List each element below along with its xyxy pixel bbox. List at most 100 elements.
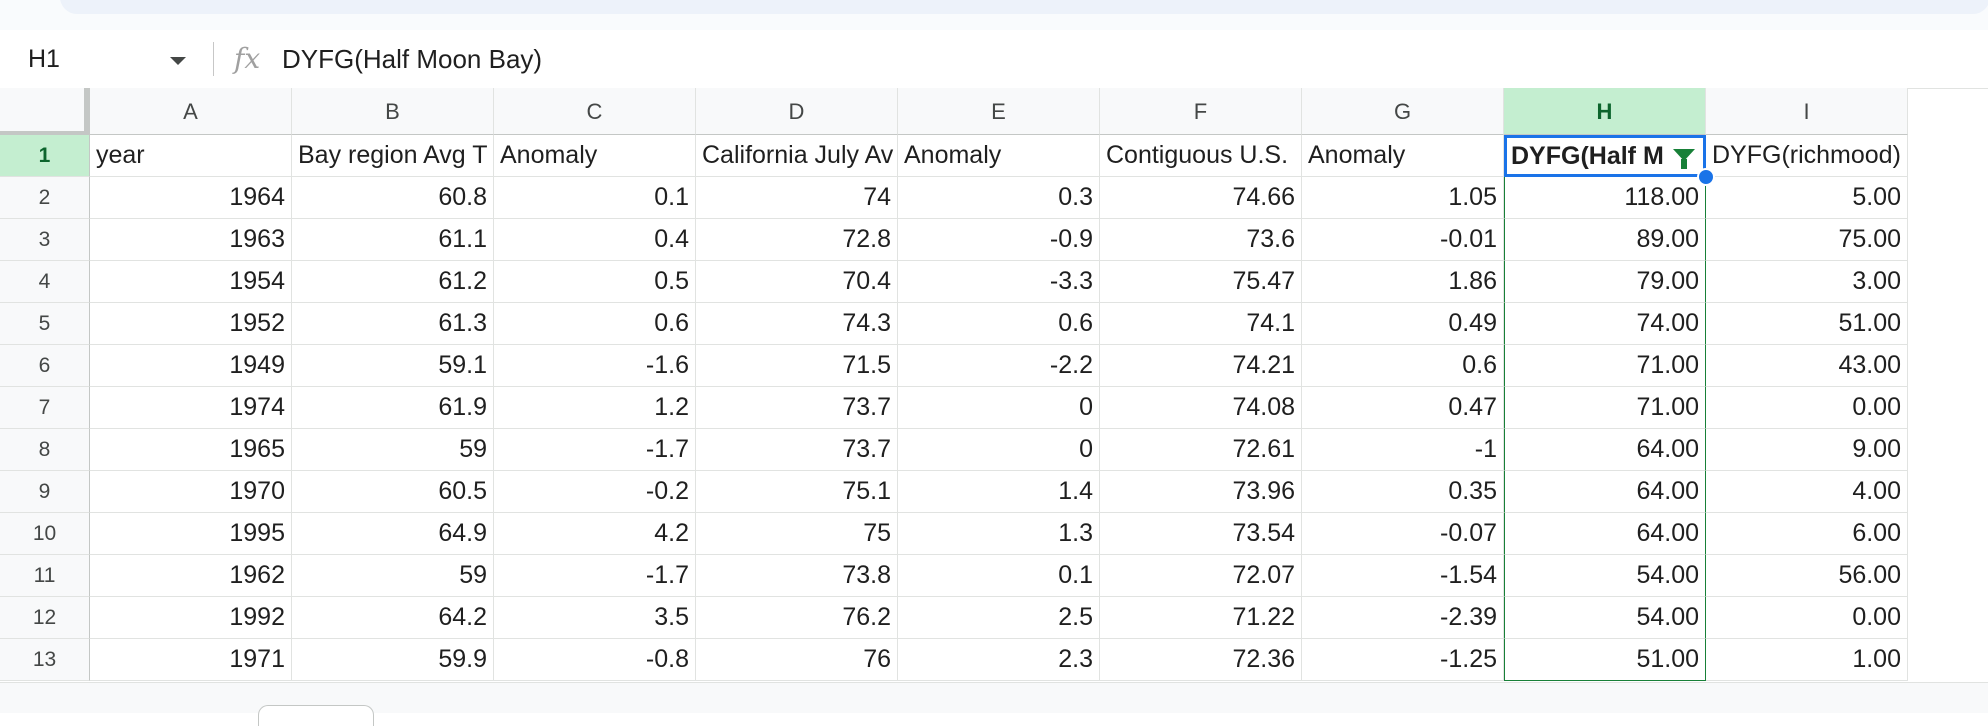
table-cell[interactable]: 6.00 — [1706, 513, 1908, 555]
header-cell[interactable]: Anomaly — [898, 135, 1100, 177]
table-cell[interactable]: 1.2 — [494, 387, 696, 429]
table-cell[interactable]: 3.00 — [1706, 261, 1908, 303]
table-cell[interactable]: 89.00 — [1504, 219, 1706, 261]
table-cell[interactable]: 73.7 — [696, 429, 898, 471]
header-cell[interactable]: Anomaly — [494, 135, 696, 177]
table-cell[interactable]: 59.9 — [292, 639, 494, 681]
table-cell[interactable]: 1954 — [90, 261, 292, 303]
table-cell[interactable]: 64.00 — [1504, 513, 1706, 555]
table-cell[interactable]: -1.54 — [1302, 555, 1504, 597]
table-cell[interactable]: 74.3 — [696, 303, 898, 345]
column-header-g[interactable]: G — [1302, 88, 1504, 135]
table-cell[interactable]: 54.00 — [1504, 597, 1706, 639]
table-cell[interactable]: 0 — [898, 429, 1100, 471]
table-cell[interactable]: 43.00 — [1706, 345, 1908, 387]
table-cell[interactable]: 75.47 — [1100, 261, 1302, 303]
table-cell[interactable]: 59 — [292, 429, 494, 471]
table-cell[interactable]: 61.1 — [292, 219, 494, 261]
table-cell[interactable]: 73.8 — [696, 555, 898, 597]
table-cell[interactable]: 1964 — [90, 177, 292, 219]
table-cell[interactable]: 76.2 — [696, 597, 898, 639]
name-box[interactable]: H1 — [28, 45, 60, 73]
table-cell[interactable]: 1949 — [90, 345, 292, 387]
row-header-4[interactable]: 4 — [0, 261, 90, 303]
table-cell[interactable]: 4.2 — [494, 513, 696, 555]
table-cell[interactable]: 1.00 — [1706, 639, 1908, 681]
row-header-7[interactable]: 7 — [0, 387, 90, 429]
table-cell[interactable]: 74.66 — [1100, 177, 1302, 219]
table-cell[interactable]: 73.6 — [1100, 219, 1302, 261]
table-cell[interactable]: 54.00 — [1504, 555, 1706, 597]
table-cell[interactable]: 73.96 — [1100, 471, 1302, 513]
table-cell[interactable]: 71.00 — [1504, 345, 1706, 387]
row-header-12[interactable]: 12 — [0, 597, 90, 639]
table-cell[interactable]: 74 — [696, 177, 898, 219]
table-cell[interactable]: -0.8 — [494, 639, 696, 681]
table-cell[interactable]: 1.86 — [1302, 261, 1504, 303]
table-cell[interactable]: 73.54 — [1100, 513, 1302, 555]
column-header-c[interactable]: C — [494, 88, 696, 135]
table-cell[interactable]: 0.6 — [898, 303, 1100, 345]
row-header-13[interactable]: 13 — [0, 639, 90, 681]
table-cell[interactable]: 51.00 — [1706, 303, 1908, 345]
chevron-down-icon[interactable] — [170, 57, 186, 65]
table-cell[interactable]: 1992 — [90, 597, 292, 639]
table-cell[interactable]: 0.6 — [1302, 345, 1504, 387]
table-cell[interactable]: 1965 — [90, 429, 292, 471]
table-cell[interactable]: 9.00 — [1706, 429, 1908, 471]
table-cell[interactable]: 70.4 — [696, 261, 898, 303]
table-cell[interactable]: 0.1 — [494, 177, 696, 219]
table-cell[interactable]: -0.2 — [494, 471, 696, 513]
table-cell[interactable]: 74.08 — [1100, 387, 1302, 429]
table-cell[interactable]: 0.4 — [494, 219, 696, 261]
row-header-10[interactable]: 10 — [0, 513, 90, 555]
table-cell[interactable]: 59.1 — [292, 345, 494, 387]
column-header-a[interactable]: A — [90, 88, 292, 135]
row-header-8[interactable]: 8 — [0, 429, 90, 471]
table-cell[interactable]: 1.3 — [898, 513, 1100, 555]
table-cell[interactable]: 1.05 — [1302, 177, 1504, 219]
select-all-corner[interactable] — [0, 88, 90, 135]
table-cell[interactable]: 0.00 — [1706, 387, 1908, 429]
column-header-i[interactable]: I — [1706, 88, 1908, 135]
table-cell[interactable]: 0.47 — [1302, 387, 1504, 429]
table-cell[interactable]: 1995 — [90, 513, 292, 555]
table-cell[interactable]: -1.7 — [494, 429, 696, 471]
table-cell[interactable]: -1.7 — [494, 555, 696, 597]
table-cell[interactable]: 118.00 — [1504, 177, 1706, 219]
table-cell[interactable]: 1.4 — [898, 471, 1100, 513]
table-cell[interactable]: 64.9 — [292, 513, 494, 555]
table-cell[interactable]: 3.5 — [494, 597, 696, 639]
table-cell[interactable]: 71.5 — [696, 345, 898, 387]
table-cell[interactable]: 2.5 — [898, 597, 1100, 639]
table-cell[interactable]: 1970 — [90, 471, 292, 513]
table-cell[interactable]: -2.2 — [898, 345, 1100, 387]
table-cell[interactable]: 64.00 — [1504, 429, 1706, 471]
table-cell[interactable]: -0.07 — [1302, 513, 1504, 555]
table-cell[interactable]: 2.3 — [898, 639, 1100, 681]
table-cell[interactable]: 74.1 — [1100, 303, 1302, 345]
table-cell[interactable]: 75.00 — [1706, 219, 1908, 261]
column-header-d[interactable]: D — [696, 88, 898, 135]
table-cell[interactable]: 61.9 — [292, 387, 494, 429]
table-cell[interactable]: 60.5 — [292, 471, 494, 513]
row-header-2[interactable]: 2 — [0, 177, 90, 219]
sheet-tab[interactable] — [258, 705, 374, 726]
row-header-1[interactable]: 1 — [0, 135, 90, 177]
table-cell[interactable]: 61.2 — [292, 261, 494, 303]
row-header-5[interactable]: 5 — [0, 303, 90, 345]
table-cell[interactable]: 0.5 — [494, 261, 696, 303]
table-cell[interactable]: -0.01 — [1302, 219, 1504, 261]
column-header-h[interactable]: H — [1504, 88, 1706, 135]
table-cell[interactable]: 72.36 — [1100, 639, 1302, 681]
table-cell[interactable]: 71.22 — [1100, 597, 1302, 639]
header-cell[interactable]: Contiguous U.S. — [1100, 135, 1302, 177]
header-cell[interactable]: Bay region Avg T — [292, 135, 494, 177]
table-cell[interactable]: 75 — [696, 513, 898, 555]
table-cell[interactable]: 72.61 — [1100, 429, 1302, 471]
table-cell[interactable]: 1963 — [90, 219, 292, 261]
row-header-11[interactable]: 11 — [0, 555, 90, 597]
table-cell[interactable]: 64.00 — [1504, 471, 1706, 513]
table-cell[interactable]: 0.35 — [1302, 471, 1504, 513]
row-header-9[interactable]: 9 — [0, 471, 90, 513]
